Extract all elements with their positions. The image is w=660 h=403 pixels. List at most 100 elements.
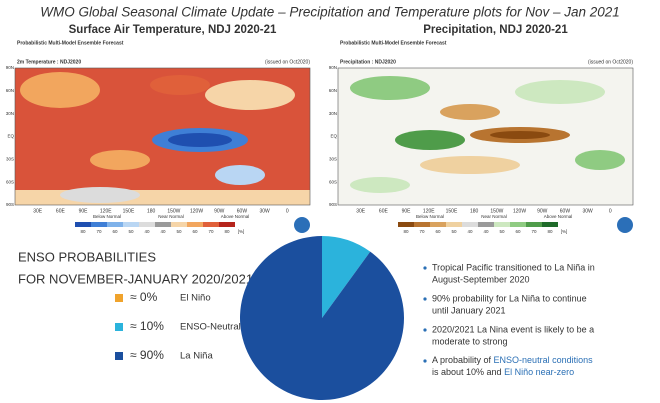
- scale-label: 50: [176, 229, 182, 234]
- scale-label: 60: [112, 229, 118, 234]
- map-title: Precipitation, NDJ 2020-21: [423, 24, 568, 36]
- lat-label: 60S: [6, 179, 14, 184]
- lat-label: EQ: [7, 134, 14, 139]
- lat-label: 30S: [329, 157, 337, 162]
- bullet: [423, 266, 427, 270]
- scale-label: 80: [547, 229, 553, 234]
- scale-label: 80: [224, 229, 230, 234]
- lon-label: 30E: [33, 208, 43, 214]
- legend-swatch: [494, 222, 510, 227]
- scale-label: [%]: [238, 229, 245, 234]
- bullet: [423, 359, 427, 363]
- precipitation-map: [338, 68, 633, 205]
- map-issued: (issued on Oct2020): [265, 59, 310, 65]
- legend-swatch: [414, 222, 430, 227]
- lat-label: EQ: [330, 134, 337, 139]
- scale-label: 60: [192, 229, 198, 234]
- lat-label: 30N: [6, 111, 14, 116]
- map-frame: [337, 67, 634, 206]
- bullet-text: until January 2021: [432, 305, 506, 315]
- lon-label: 90W: [537, 208, 548, 214]
- legend-swatch: [107, 222, 123, 227]
- legend-swatch: [203, 222, 219, 227]
- legend-swatch: [187, 222, 203, 227]
- map-frame: [14, 67, 311, 206]
- legend-swatch: [115, 323, 123, 331]
- wmo-logo: [617, 217, 633, 233]
- bullet-text: moderate to strong: [432, 336, 508, 346]
- lon-label: 90W: [214, 208, 225, 214]
- lat-label: 90S: [329, 202, 337, 207]
- bullet-segment: is about 10%: [432, 367, 484, 377]
- scale-label: 60: [515, 229, 521, 234]
- enso-heading: ENSO PROBABILITIES: [18, 249, 156, 264]
- enso-heading: FOR NOVEMBER-JANUARY 2020/2021: [18, 271, 253, 286]
- legend-swatch: [478, 222, 494, 227]
- lon-label: 120E: [100, 208, 112, 214]
- lon-label: 60E: [379, 208, 389, 214]
- map-title: Surface Air Temperature, NDJ 2020-21: [69, 24, 277, 36]
- legend-value: ≈ 90%: [130, 348, 164, 362]
- lon-label: 0: [286, 208, 289, 214]
- lat-label: 60S: [329, 179, 337, 184]
- lat-label: 60N: [6, 88, 14, 93]
- wmo-logo: [294, 217, 310, 233]
- lat-label: 30N: [329, 111, 337, 116]
- lon-label: 120E: [423, 208, 435, 214]
- scale-label: 40: [144, 229, 150, 234]
- legend-value: ≈ 10%: [130, 319, 164, 333]
- legend-swatch: [462, 222, 478, 227]
- legend-swatch: [155, 222, 171, 227]
- legend-swatch: [542, 222, 558, 227]
- legend-swatch: [139, 222, 155, 227]
- legend-name: La Niña: [180, 351, 213, 362]
- pie-slice: [322, 236, 371, 318]
- bullet-text: 90% probability for La Niña to continue: [432, 293, 587, 303]
- legend-swatch: [115, 294, 123, 302]
- scale-label: 60: [435, 229, 441, 234]
- scale-label: 40: [160, 229, 166, 234]
- lon-label: 30W: [582, 208, 593, 214]
- legend-swatch: [510, 222, 526, 227]
- map-issued: (issued on Oct2020): [588, 59, 633, 65]
- scale-label: 40: [483, 229, 489, 234]
- legend-swatch: [446, 222, 462, 227]
- lon-label: 120W: [190, 208, 203, 214]
- scale-label: 50: [128, 229, 134, 234]
- bullet-text: A probability of ENSO-neutral conditions: [432, 355, 593, 365]
- bullet-segment: A probability of: [432, 355, 494, 365]
- lon-label: 150E: [446, 208, 458, 214]
- legend-swatch: [526, 222, 542, 227]
- lon-label: 180: [470, 208, 479, 214]
- lon-label: 60W: [560, 208, 571, 214]
- legend-value: ≈ 0%: [130, 290, 158, 304]
- lon-label: 30W: [259, 208, 270, 214]
- map-variable: 2m Temperature : NDJ2020: [17, 59, 81, 65]
- lon-label: 30E: [356, 208, 366, 214]
- scale-label: 70: [96, 229, 102, 234]
- legend-swatch: [430, 222, 446, 227]
- bullet-segment: and: [484, 367, 504, 377]
- map-variable: Precipitation : NDJ2020: [340, 59, 396, 65]
- lat-label: 90N: [329, 65, 337, 70]
- lon-label: 90E: [402, 208, 412, 214]
- lat-label: 30S: [6, 157, 14, 162]
- lat-label: 90N: [6, 65, 14, 70]
- map-subtitle: Probabilistic Multi-Model Ensemble Forec…: [17, 40, 124, 46]
- legend-label: Above Normal: [544, 214, 573, 219]
- bullet-segment: ENSO-neutral conditions: [494, 355, 594, 365]
- scale-label: 70: [419, 229, 425, 234]
- pie-slice: [240, 236, 405, 400]
- bullet: [423, 328, 427, 332]
- legend-label: Near Normal: [481, 214, 507, 219]
- legend-label: Above Normal: [221, 214, 250, 219]
- page-title: WMO Global Seasonal Climate Update – Pre…: [40, 5, 620, 20]
- lon-label: 150W: [167, 208, 180, 214]
- bullet-segment: El Niño near-zero: [504, 367, 574, 377]
- bullet-text: is about 10% and El Niño near-zero: [432, 367, 574, 377]
- legend-name: ENSO-Neutral: [180, 322, 241, 333]
- lon-label: 150W: [490, 208, 503, 214]
- scale-label: 70: [208, 229, 214, 234]
- lon-label: 180: [147, 208, 156, 214]
